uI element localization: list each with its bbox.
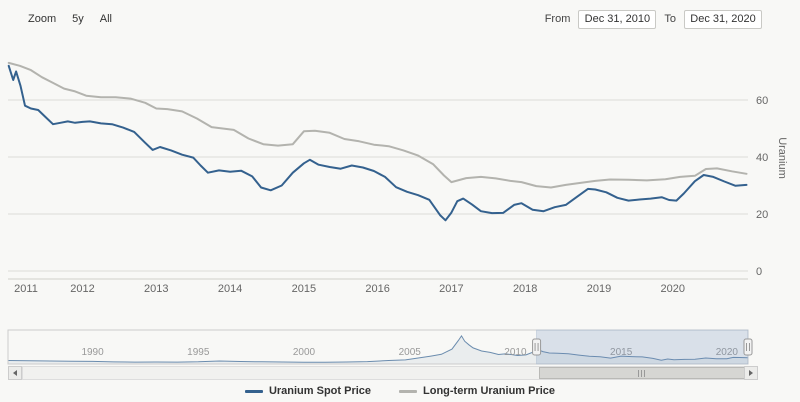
legend: Uranium Spot Price Long-term Uranium Pri… [0,385,800,397]
legend-item-spot-price[interactable]: Uranium Spot Price [244,385,372,397]
x-axis-label: 2015 [292,283,316,295]
scrollbar-track[interactable] [22,366,745,380]
to-label: To [664,13,676,25]
x-axis-label: 2020 [661,283,685,295]
y-axis-label: 20 [756,209,768,221]
navigator-series-line [7,334,749,363]
to-date-input[interactable] [684,9,762,29]
long-term-uranium-price-line [7,61,748,189]
zoom-label: Zoom [28,13,57,25]
x-axis-label: 2017 [439,283,463,295]
longterm-line-swatch [399,389,418,393]
scrollbar-right-button[interactable] [744,366,758,380]
navigator-axis-label: 2010 [504,347,527,358]
navigator-axis-label: 2020 [716,347,739,358]
x-axis-label: 2019 [587,283,611,295]
scrollbar [8,366,758,380]
x-axis-label: 2016 [365,283,389,295]
right-arrow-icon [749,370,753,376]
date-range-group: From To [544,9,762,29]
spot-line-swatch [244,389,263,393]
x-axis-label: 2013 [144,283,168,295]
x-axis-label: 2011 [14,283,38,295]
range-selector-toolbar: Zoom 5y All From To [0,8,800,30]
y-axis-title: Uranium [776,137,788,179]
x-axis-label: 2014 [218,283,242,295]
from-date-input[interactable] [578,9,657,29]
navigator-axis-label: 1990 [81,347,104,358]
navigator-area [8,335,748,364]
y-axis-label: 40 [756,152,768,164]
zoom-5y-button[interactable]: 5y [72,13,84,25]
navigator[interactable]: 1990 1995 2000 2005 2010 2015 2020 [0,322,800,370]
x-axis-label: 2012 [70,283,94,295]
legend-label-spot: Uranium Spot Price [268,385,372,397]
legend-item-longterm-price[interactable]: Long-term Uranium Price [399,385,555,397]
navigator-axis-label: 2000 [293,347,316,358]
scrollbar-left-button[interactable] [8,366,22,380]
legend-label-longterm: Long-term Uranium Price [423,385,556,397]
navigator-handle-right[interactable] [743,338,753,356]
scrollbar-thumb[interactable] [538,367,745,379]
y-axis-label: 60 [756,95,768,107]
zoom-all-button[interactable]: All [99,13,112,25]
navigator-axis-label: 1995 [187,347,210,358]
navigator-handle-left[interactable] [532,338,542,356]
grip-icon [637,369,646,377]
navigator-axis-label: 2015 [610,347,633,358]
x-axis-label: 2018 [513,283,537,295]
uranium-spot-price-line [7,64,748,222]
y-axis-label: 0 [756,266,762,278]
main-chart[interactable]: 0 20 40 60 2011 2012 2013 2014 2015 2016 2017 2018 2… [0,40,800,310]
zoom-group: Zoom 5y All [28,13,112,25]
navigator-selection[interactable] [536,329,749,365]
from-label: From [544,13,571,25]
left-arrow-icon [13,370,17,376]
navigator-axis-label: 2005 [399,347,422,358]
